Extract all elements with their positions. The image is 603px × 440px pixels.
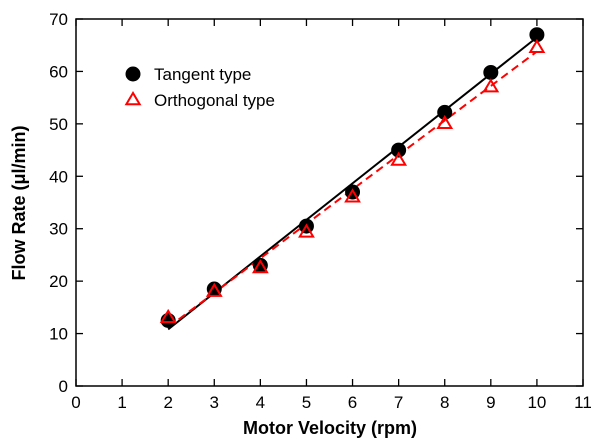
orthogonal-point	[528, 38, 546, 54]
y-tick-label: 0	[59, 377, 68, 396]
x-tick-label: 0	[71, 393, 80, 412]
tangent-point	[483, 64, 499, 80]
legend-marker-tangent	[125, 66, 141, 82]
y-tick-label: 50	[49, 115, 68, 134]
axis-ticks: 0 1 2 3 4 5 6 7 8 9 10 11 0 10 20 30 40 50 60 70	[49, 10, 592, 412]
orthogonal-point	[298, 223, 315, 238]
orthogonal-point	[205, 282, 223, 297]
y-tick-label: 40	[49, 167, 68, 186]
y-tick-label: 30	[49, 220, 68, 239]
y-tick-label: 10	[49, 325, 68, 344]
legend-marker-orthogonal	[124, 91, 142, 106]
data-markers	[159, 27, 546, 328]
x-tick-label: 6	[348, 393, 357, 412]
legend-label-orthogonal: Orthogonal type	[154, 91, 275, 110]
x-tick-label: 4	[256, 393, 265, 412]
x-tick-label: 2	[163, 393, 172, 412]
x-axis-title: Motor Velocity (rpm)	[243, 418, 417, 438]
x-tick-label: 3	[210, 393, 219, 412]
y-tick-label: 60	[49, 62, 68, 81]
orthogonal-fit-line	[167, 50, 538, 329]
tangent-point	[391, 142, 407, 158]
plot-area-frame	[75, 18, 584, 387]
tangent-point	[437, 104, 453, 120]
fit-lines	[167, 36, 538, 331]
orthogonal-point	[159, 308, 177, 324]
x-tick-label: 11	[574, 393, 592, 412]
x-tick-label: 5	[302, 393, 311, 412]
legend: Tangent type Orthogonal type	[124, 65, 275, 110]
orthogonal-point	[344, 188, 361, 203]
tangent-fit-line	[167, 36, 538, 331]
y-tick-label: 20	[49, 272, 68, 291]
x-tick-label: 1	[117, 393, 126, 412]
orthogonal-point	[482, 78, 500, 93]
y-axis-title: Flow Rate (μl/min)	[9, 125, 29, 280]
orthogonal-point	[390, 151, 408, 166]
legend-label-tangent: Tangent type	[154, 65, 251, 84]
x-tick-label: 8	[440, 393, 449, 412]
orthogonal-point	[251, 259, 269, 274]
x-tick-label: 9	[486, 393, 495, 412]
x-tick-label: 7	[394, 393, 403, 412]
x-tick-label: 10	[527, 393, 546, 412]
y-tick-label: 70	[49, 10, 68, 29]
orthogonal-point	[436, 114, 454, 130]
